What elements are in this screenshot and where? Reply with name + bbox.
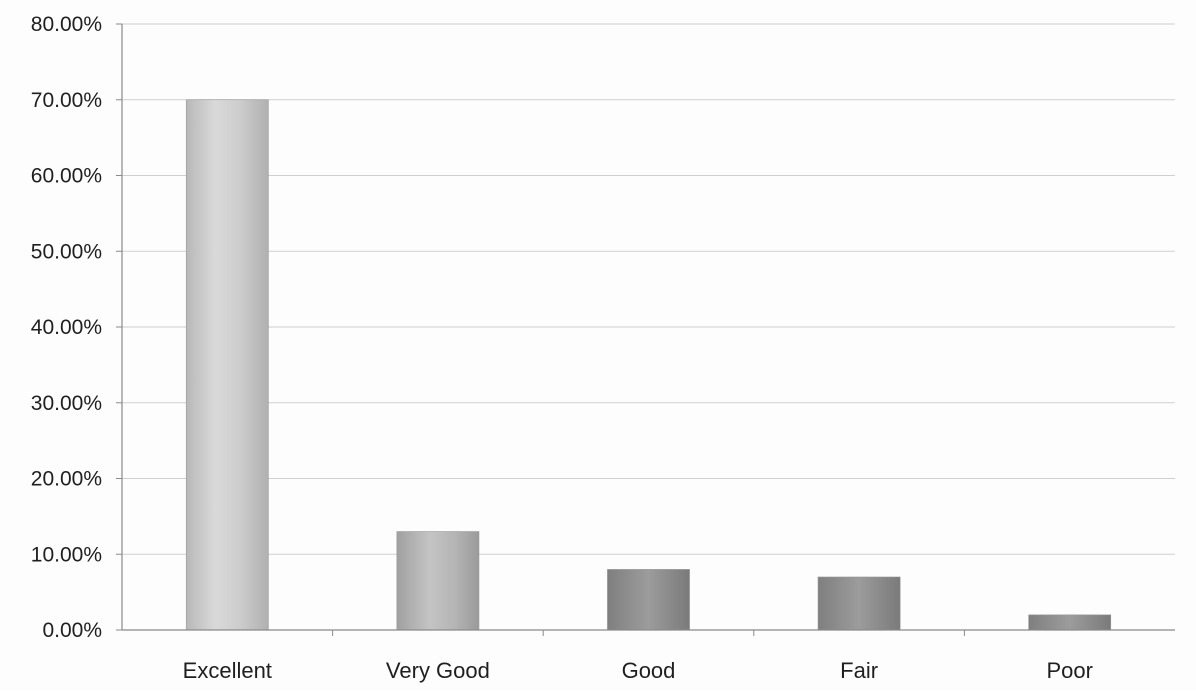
x-tick-label: Poor xyxy=(1046,658,1092,683)
x-tick-label: Very Good xyxy=(386,658,490,683)
bar-very-good xyxy=(396,531,480,631)
y-tick-label: 20.00% xyxy=(31,468,102,491)
gridlines xyxy=(122,23,1175,555)
bars xyxy=(185,99,1112,631)
y-tick-label: 80.00% xyxy=(31,13,102,36)
y-axis-tick-labels: 0.00% 10.00% 20.00% 30.00% 40.00% 50.00% 60.00… xyxy=(31,13,102,642)
y-tick-label: 50.00% xyxy=(31,240,102,263)
bar-fair xyxy=(817,576,901,631)
y-tick-label: 40.00% xyxy=(31,316,102,339)
y-tick-label: 60.00% xyxy=(31,165,102,188)
y-tick-label: 70.00% xyxy=(31,89,102,112)
bar-good xyxy=(607,569,690,631)
y-tick-label: 30.00% xyxy=(31,392,102,415)
bar-poor xyxy=(1028,614,1112,631)
y-tick-label: 10.00% xyxy=(31,543,102,566)
axes xyxy=(116,23,1175,636)
x-tick-label: Fair xyxy=(840,658,878,683)
bar-excellent xyxy=(185,99,269,631)
y-tick-label: 0.00% xyxy=(42,619,102,642)
x-tick-label: Good xyxy=(622,658,676,683)
x-axis-tick-labels: Excellent Very Good Good Fair Poor xyxy=(183,658,1093,683)
x-tick-label: Excellent xyxy=(183,658,272,683)
